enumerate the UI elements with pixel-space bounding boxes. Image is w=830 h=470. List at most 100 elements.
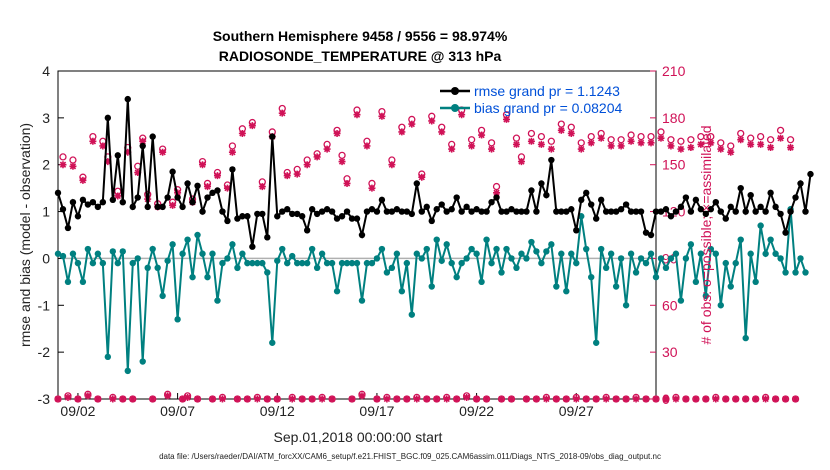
- rmse-point: [558, 208, 565, 215]
- plot-area: [57, 70, 657, 400]
- rmse-point: [737, 184, 744, 192]
- rmse-point: [209, 189, 216, 197]
- assimilated-obs-point: [89, 137, 97, 145]
- rmse-point: [597, 196, 605, 204]
- bias-point: [418, 255, 425, 262]
- rmse-point: [328, 208, 336, 215]
- rmse-point: [767, 189, 774, 197]
- bias-point: [139, 358, 146, 365]
- bias-point: [652, 273, 660, 281]
- assimilated-obs-point: [478, 131, 486, 139]
- rmse-point: [408, 210, 416, 218]
- bias-point: [303, 259, 311, 267]
- bias-point: [493, 245, 500, 253]
- rmse-point: [194, 182, 201, 189]
- rmse-point: [657, 208, 665, 215]
- bias-series: [54, 206, 809, 375]
- bias-point: [627, 250, 635, 257]
- bias-point: [453, 273, 460, 281]
- rmse-point: [368, 206, 376, 213]
- assimilated-obs-point: [199, 161, 207, 169]
- rmse-point: [84, 201, 92, 208]
- bias-point: [289, 252, 296, 260]
- rmse-point: [159, 203, 166, 211]
- assimilated-obs-point: [69, 162, 77, 170]
- rmse-point: [667, 213, 675, 220]
- legend-bias-marker: [451, 104, 459, 112]
- bias-point: [234, 264, 241, 271]
- possible-obs-point: [537, 132, 546, 141]
- bias-point: [249, 259, 256, 267]
- left-tick-label: -2: [38, 344, 51, 360]
- bias-point: [279, 245, 286, 253]
- assimilated-obs-point: [577, 145, 585, 153]
- rmse-point: [463, 203, 470, 211]
- rmse-point: [782, 229, 789, 236]
- bias-point: [199, 250, 206, 257]
- rmse-point: [617, 206, 625, 213]
- bias-point: [538, 259, 545, 267]
- bias-point: [413, 250, 420, 257]
- bias-point: [657, 255, 665, 262]
- bias-point: [373, 255, 381, 262]
- rmse-point: [443, 208, 450, 215]
- bias-point: [563, 288, 570, 295]
- rmse-point: [59, 206, 67, 213]
- rmse-point: [149, 133, 156, 140]
- bias-point: [124, 367, 131, 375]
- bias-point: [593, 339, 600, 346]
- assimilated-obs-point: [453, 395, 461, 403]
- bias-point: [488, 259, 495, 267]
- bias-point: [662, 264, 670, 271]
- rmse-point: [244, 213, 251, 220]
- rmse-point: [249, 243, 256, 250]
- rmse-point: [612, 208, 620, 215]
- assimilated-obs-point: [129, 395, 137, 403]
- rmse-point: [358, 231, 366, 239]
- assimilated-obs-point: [503, 115, 510, 123]
- rmse-point: [632, 208, 640, 215]
- bias-point: [189, 273, 196, 281]
- assimilated-obs-point: [313, 153, 321, 161]
- assimilated-obs-point: [517, 158, 525, 166]
- assimilated-obs-point: [463, 393, 471, 401]
- assimilated-obs-point: [777, 134, 785, 142]
- assimilated-obs-point: [179, 395, 187, 403]
- rmse-point: [423, 203, 430, 211]
- assimilated-obs-point: [682, 395, 690, 403]
- assimilated-obs-point: [527, 137, 535, 145]
- assimilated-obs-point: [642, 395, 650, 403]
- bias-point: [438, 257, 445, 264]
- possible-obs-point: [757, 132, 765, 141]
- assimilated-obs-point: [184, 393, 192, 401]
- bias-point: [667, 255, 675, 262]
- rmse-point: [682, 194, 690, 201]
- possible-obs-point: [717, 139, 725, 147]
- bias-point: [602, 264, 610, 271]
- rmse-point: [548, 156, 555, 164]
- rmse-point: [393, 206, 401, 213]
- footer-data-file: data file: /Users/raeder/DAI/ATM_forcXX/…: [159, 452, 661, 461]
- rmse-point: [727, 203, 734, 211]
- rmse-point: [294, 210, 301, 218]
- rmse-point: [234, 215, 241, 222]
- assimilated-obs-point: [727, 148, 735, 156]
- assimilated-obs-point: [612, 395, 620, 403]
- rmse-point: [672, 208, 680, 215]
- assimilated-obs-point: [637, 139, 645, 147]
- bias-point: [194, 231, 201, 239]
- rmse-point: [398, 208, 406, 215]
- assimilated-obs-point: [388, 161, 396, 169]
- assimilated-obs-point: [398, 128, 406, 136]
- rmse-point: [583, 189, 590, 197]
- bias-point: [109, 248, 117, 255]
- assimilated-obs-point: [258, 183, 266, 191]
- rmse-point: [752, 208, 759, 215]
- left-tick-label: 4: [42, 63, 50, 79]
- bias-point: [99, 259, 107, 267]
- rmse-point: [79, 196, 87, 204]
- bias-point: [717, 302, 724, 309]
- bias-point: [677, 297, 685, 304]
- bias-point: [383, 269, 391, 276]
- legend: rmse grand pr = 1.1243 bias grand pr = 0…: [440, 83, 622, 116]
